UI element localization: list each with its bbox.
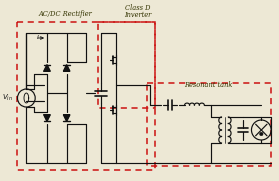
Polygon shape [44, 65, 50, 71]
Text: Inverter: Inverter [124, 11, 151, 19]
Bar [98, 22, 155, 108]
Polygon shape [63, 65, 70, 71]
Text: Resonant tank: Resonant tank [184, 81, 232, 89]
Text: Class D: Class D [125, 4, 150, 12]
Bar [147, 83, 271, 166]
Polygon shape [63, 115, 70, 121]
Text: $I_{in}$: $I_{in}$ [36, 33, 44, 43]
Bar [18, 22, 155, 170]
Circle shape [259, 132, 263, 136]
Polygon shape [44, 115, 50, 121]
Text: $V_{in}$: $V_{in}$ [2, 93, 13, 103]
Text: AC/DC Rectifier: AC/DC Rectifier [39, 10, 93, 18]
